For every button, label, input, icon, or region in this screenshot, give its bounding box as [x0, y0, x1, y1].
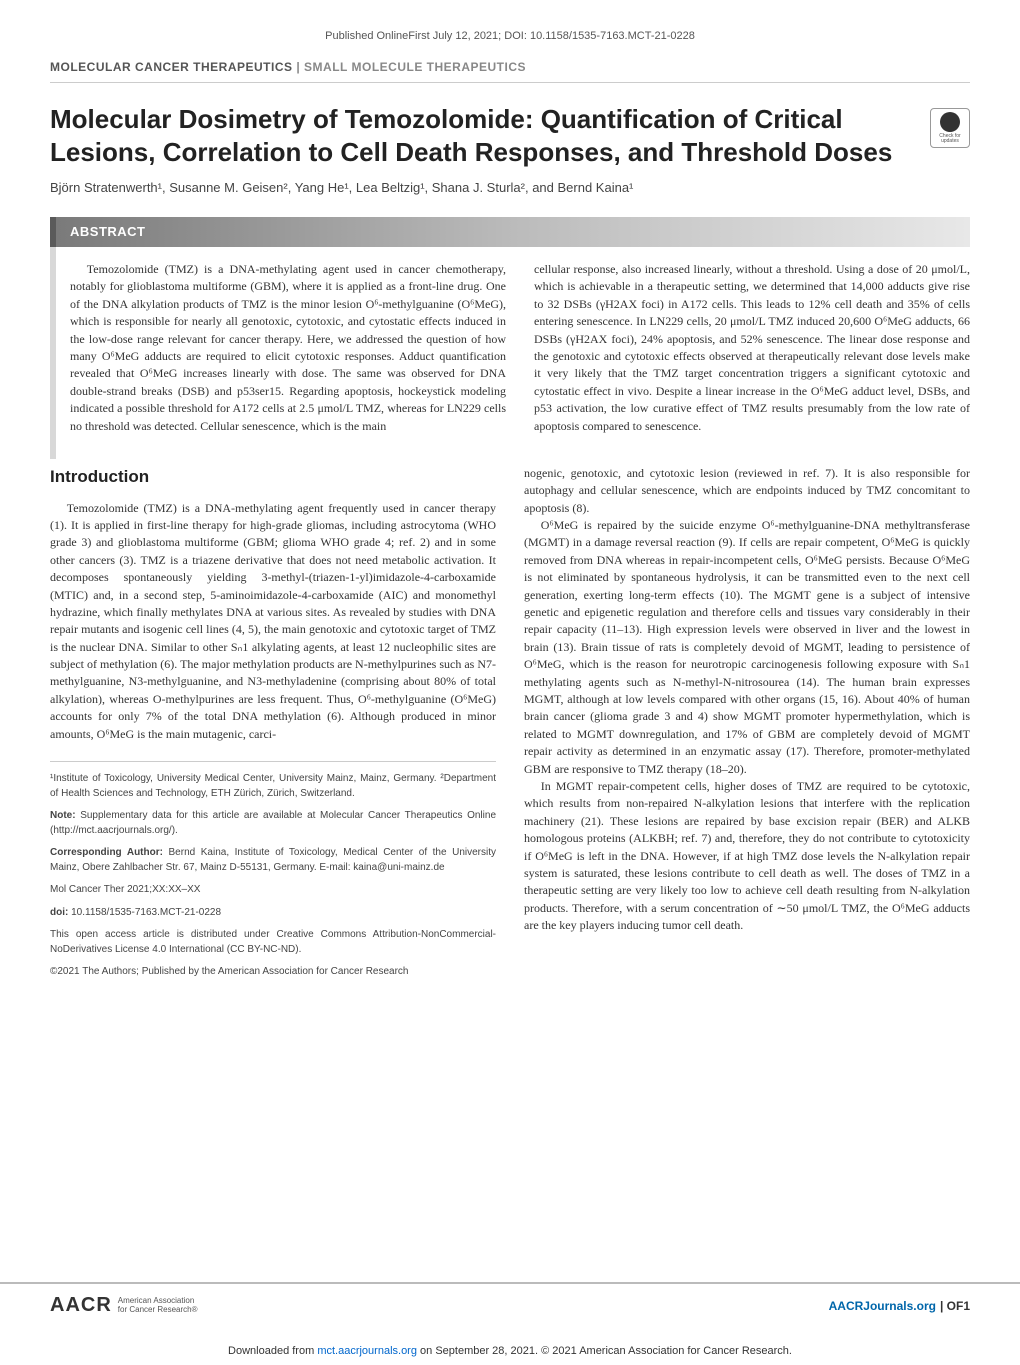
check-updates-icon	[940, 112, 960, 132]
footer-right: AACRJournals.org | OF1	[829, 1297, 970, 1315]
aacr-logo-text: AACR	[50, 1294, 112, 1317]
intro-paragraph-1: Temozolomide (TMZ) is a DNA-methylating …	[50, 500, 496, 743]
aacr-logo: AACR American Association for Cancer Res…	[50, 1294, 197, 1317]
abstract-body: Temozolomide (TMZ) is a DNA-methylating …	[50, 247, 970, 459]
corresponding-author: Corresponding Author: Bernd Kaina, Insti…	[50, 846, 496, 875]
journal-name: MOLECULAR CANCER THERAPEUTICS	[50, 60, 293, 74]
check-updates-badge[interactable]: Check for updates	[930, 108, 970, 148]
affiliations: ¹Institute of Toxicology, University Med…	[50, 772, 496, 801]
copyright: ©2021 The Authors; Published by the Amer…	[50, 965, 496, 980]
doi: doi: 10.1158/1535-7163.MCT-21-0228	[50, 906, 496, 921]
download-suffix: on September 28, 2021. © 2021 American A…	[417, 1345, 792, 1357]
abstract-col-right: cellular response, also increased linear…	[534, 261, 970, 435]
abstract-header-band: ABSTRACT	[50, 217, 970, 247]
footer-bar: AACR American Association for Cancer Res…	[0, 1282, 1020, 1317]
abstract-col-left: Temozolomide (TMZ) is a DNA-methylating …	[70, 261, 506, 435]
footnotes: ¹Institute of Toxicology, University Med…	[50, 761, 496, 980]
main-content: Introduction Temozolomide (TMZ) is a DNA…	[50, 465, 970, 988]
right-column: nogenic, genotoxic, and cytotoxic lesion…	[524, 465, 970, 988]
intro-paragraph-right-2: O⁶MeG is repaired by the suicide enzyme …	[524, 517, 970, 778]
separator: |	[296, 60, 304, 74]
download-link[interactable]: mct.aacrjournals.org	[317, 1345, 417, 1357]
citation: Mol Cancer Ther 2021;XX:XX–XX	[50, 883, 496, 898]
supplementary-note: Note: Note: Supplementary data for this …	[50, 809, 496, 838]
publication-info: Published OnlineFirst July 12, 2021; DOI…	[50, 30, 970, 42]
aacr-logo-subtitle: American Association for Cancer Research…	[118, 1297, 198, 1315]
download-prefix: Downloaded from	[228, 1345, 317, 1357]
check-updates-label: Check for updates	[931, 134, 969, 144]
section-header: MOLECULAR CANCER THERAPEUTICS | SMALL MO…	[50, 60, 970, 83]
article-title: Molecular Dosimetry of Temozolomide: Qua…	[50, 103, 910, 168]
article-category: SMALL MOLECULE THERAPEUTICS	[304, 60, 526, 74]
page-number: OF1	[947, 1299, 970, 1313]
abstract-label: ABSTRACT	[70, 224, 146, 239]
intro-paragraph-right-3: In MGMT repair-competent cells, higher d…	[524, 778, 970, 935]
download-note: Downloaded from mct.aacrjournals.org on …	[0, 1345, 1020, 1357]
left-column: Introduction Temozolomide (TMZ) is a DNA…	[50, 465, 496, 988]
intro-paragraph-right-1: nogenic, genotoxic, and cytotoxic lesion…	[524, 465, 970, 517]
authors: Björn Stratenwerth¹, Susanne M. Geisen²,…	[50, 180, 970, 195]
introduction-heading: Introduction	[50, 465, 496, 490]
page-separator: |	[940, 1299, 947, 1313]
license: This open access article is distributed …	[50, 928, 496, 957]
journal-link[interactable]: AACRJournals.org	[829, 1299, 936, 1313]
